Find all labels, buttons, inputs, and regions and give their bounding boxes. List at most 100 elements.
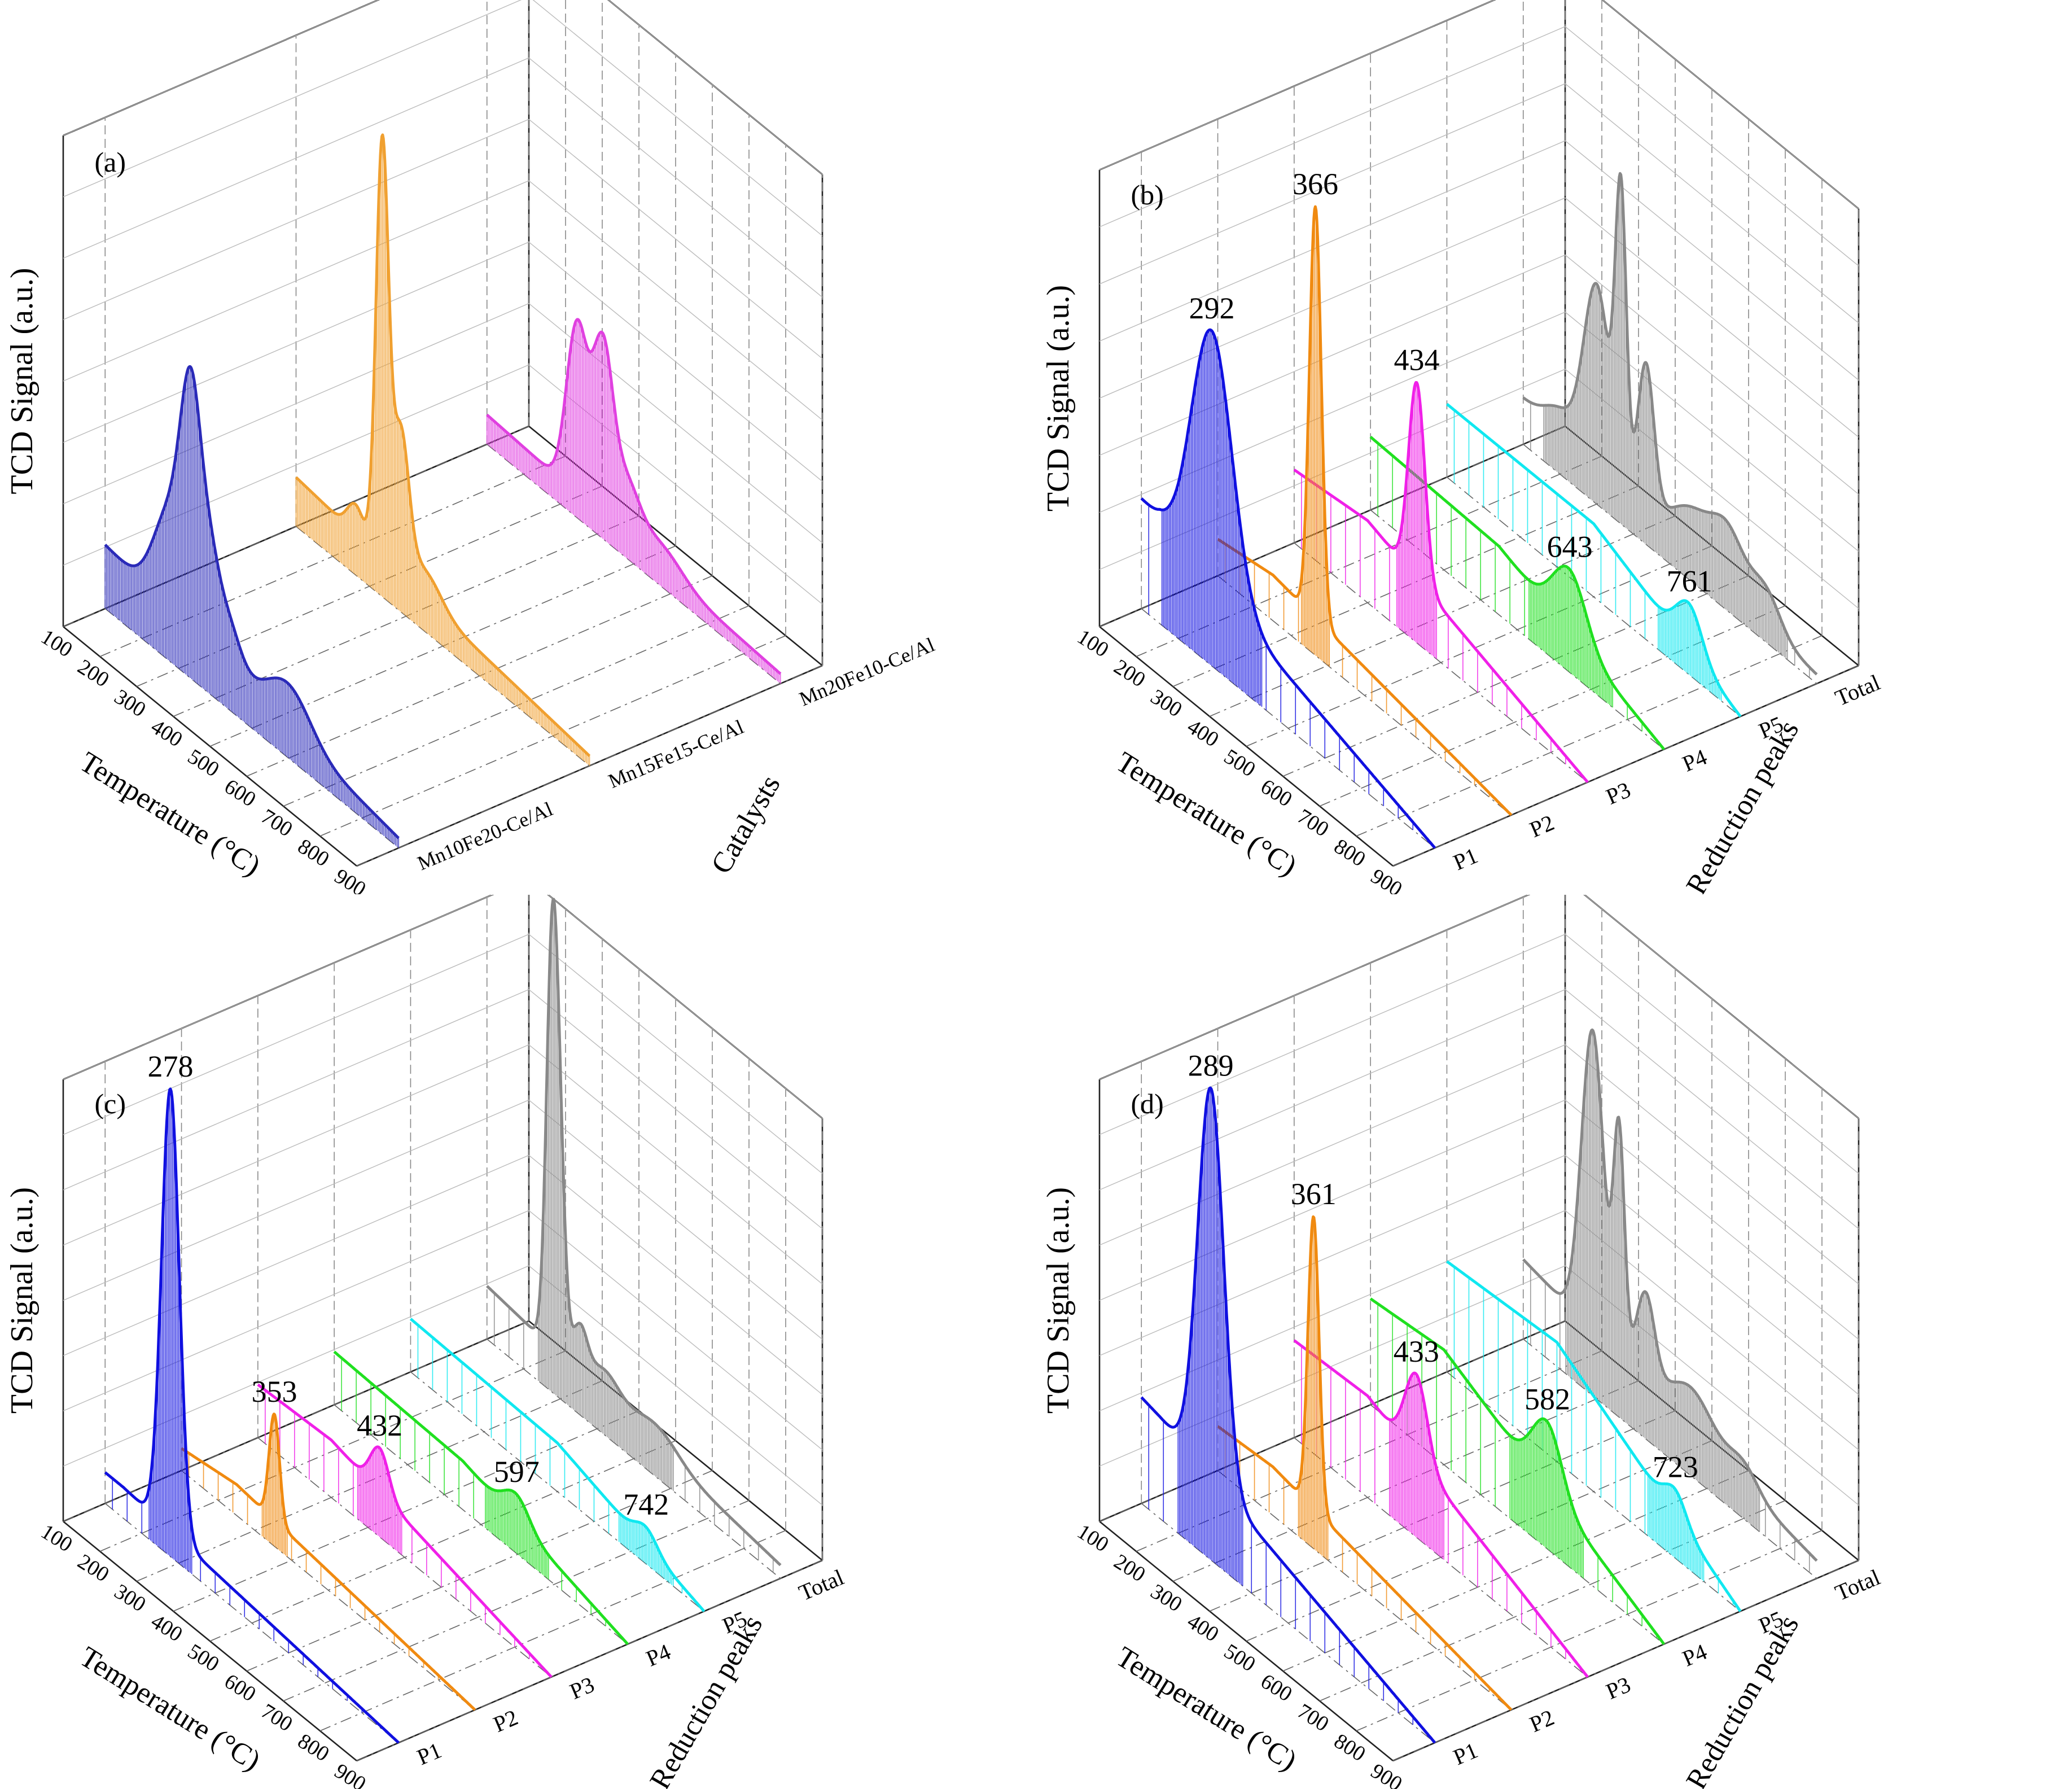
back-wall-gridline [528, 180, 823, 421]
left-wall-gridline [1099, 1099, 1566, 1301]
chart-c: (c) 278 353 432 597 742 1002003004005006007008… [5, 895, 848, 1789]
series-line [486, 898, 782, 1567]
x-tick-label: 200 [73, 655, 113, 692]
y-axis-title: TCD Signal (a.u.) [5, 1187, 40, 1414]
z-axis-title: Reduction peaks [1680, 715, 1805, 894]
back-wall-gridline [528, 119, 823, 359]
z-tick-label: Mn15Fe15-Ce/Al [605, 715, 747, 793]
left-wall-gridline [1099, 83, 1566, 285]
left-wall-gridline [63, 303, 529, 505]
x-tick-label: 900 [330, 1759, 370, 1789]
x-tick-label: 400 [147, 1609, 187, 1647]
back-wall-gridline [547, 895, 823, 1119]
back-wall-gridline [528, 989, 823, 1230]
left-wall-gridline [1099, 1210, 1566, 1411]
back-wall-gridline [1565, 140, 1859, 380]
peak-label: 761 [1667, 565, 1712, 598]
left-wall-gridline [1099, 934, 1566, 1135]
floor-gridline [283, 1500, 750, 1701]
axis-frame-line [1099, 895, 1531, 1081]
series-group [104, 133, 782, 848]
back-wall-gridline [1565, 934, 1859, 1174]
x-tick-label: 300 [1146, 685, 1186, 722]
x-axis-title: Temperature (°C) [1110, 746, 1302, 882]
z-tick-label: P1 [1449, 842, 1481, 875]
peak-label: 434 [1394, 343, 1439, 377]
panel-label: (c) [95, 1088, 126, 1119]
floor-gridline [1136, 456, 1602, 657]
peak-label: 361 [1291, 1177, 1337, 1211]
series-group [104, 898, 782, 1744]
x-tick-label: 200 [73, 1550, 113, 1587]
series-mn15fe15-ce-al [295, 133, 591, 766]
x-tick-label: 300 [110, 1580, 150, 1617]
y-axis-title: TCD Signal (a.u.) [5, 268, 40, 494]
peak-label: 582 [1525, 1383, 1570, 1416]
x-axis-title: Temperature (°C) [74, 1641, 266, 1777]
series-group [1140, 1028, 1818, 1744]
series-p2 [1217, 1215, 1513, 1711]
peak-label: 353 [252, 1375, 297, 1409]
floor-gridline [319, 1530, 786, 1731]
series-group [1140, 172, 1818, 849]
series-line [181, 1412, 476, 1711]
series-line [1522, 1028, 1818, 1562]
floor-gridline [246, 1470, 713, 1672]
series-line [1445, 403, 1742, 718]
back-wall-gridline [1565, 197, 1859, 438]
left-wall-gridline [1099, 0, 1496, 170]
peak-label: 742 [623, 1488, 669, 1521]
axis-frame-line [63, 895, 494, 1081]
series-line [1217, 205, 1513, 816]
back-wall-gridline [528, 1099, 823, 1340]
left-wall-gridline [1099, 254, 1566, 456]
x-tick-label: 300 [1146, 1580, 1186, 1617]
series-line [1140, 1086, 1436, 1744]
left-wall-gridline [1099, 989, 1566, 1191]
left-wall-gridline [63, 1044, 529, 1246]
series-p1 [1140, 328, 1436, 849]
left-wall-gridline [1099, 369, 1566, 570]
back-wall-gridline [1565, 989, 1859, 1230]
floor-gridline [1392, 1560, 1859, 1761]
series-line [257, 1383, 553, 1678]
floor-gridline [1392, 665, 1859, 867]
z-tick-label: Total [795, 1564, 848, 1606]
floor-gridline [356, 1560, 823, 1761]
series-p4 [1369, 1297, 1666, 1645]
series-line [1522, 172, 1818, 676]
left-wall-gridline [1099, 1265, 1566, 1467]
floor-gridline [1246, 1440, 1712, 1642]
z-tick-label: P4 [642, 1639, 674, 1672]
z-tick-label: Total [1832, 670, 1884, 711]
z-tick-label: P3 [1602, 777, 1634, 810]
series-p4 [1369, 435, 1666, 751]
back-wall-gridline [528, 57, 823, 298]
left-wall-gridline [63, 119, 529, 320]
left-wall-gridline [63, 364, 529, 566]
left-wall-gridline [63, 57, 529, 259]
floor-gridline [1209, 515, 1676, 717]
series-line [486, 318, 782, 675]
z-tick-label: Total [1832, 1564, 1884, 1606]
series-line [1445, 1260, 1742, 1612]
series-p2 [1217, 205, 1513, 816]
x-tick-label: 400 [1183, 715, 1223, 752]
left-wall-gridline [1099, 26, 1566, 228]
back-wall-gridline [532, 0, 823, 237]
x-tick-label: 800 [294, 1729, 334, 1766]
x-tick-label: 800 [294, 834, 334, 872]
z-tick-label: P4 [1679, 1639, 1710, 1672]
x-tick-label: 400 [1183, 1609, 1223, 1647]
back-wall-gridline [1565, 1044, 1859, 1285]
back-wall-gridline [528, 242, 823, 482]
panel-d: (d) 289 361 433 582 723 100 200 300 400 500 600 700 8… [1036, 895, 2072, 1789]
series-p5 [409, 1318, 706, 1612]
floor-gridline [1099, 1320, 1566, 1522]
x-axis-title: Temperature (°C) [74, 746, 266, 882]
series-total [1522, 172, 1818, 678]
x-tick-label: 700 [1293, 1699, 1333, 1736]
left-wall-gridline [63, 0, 522, 198]
peak-label: 433 [1394, 1335, 1439, 1368]
